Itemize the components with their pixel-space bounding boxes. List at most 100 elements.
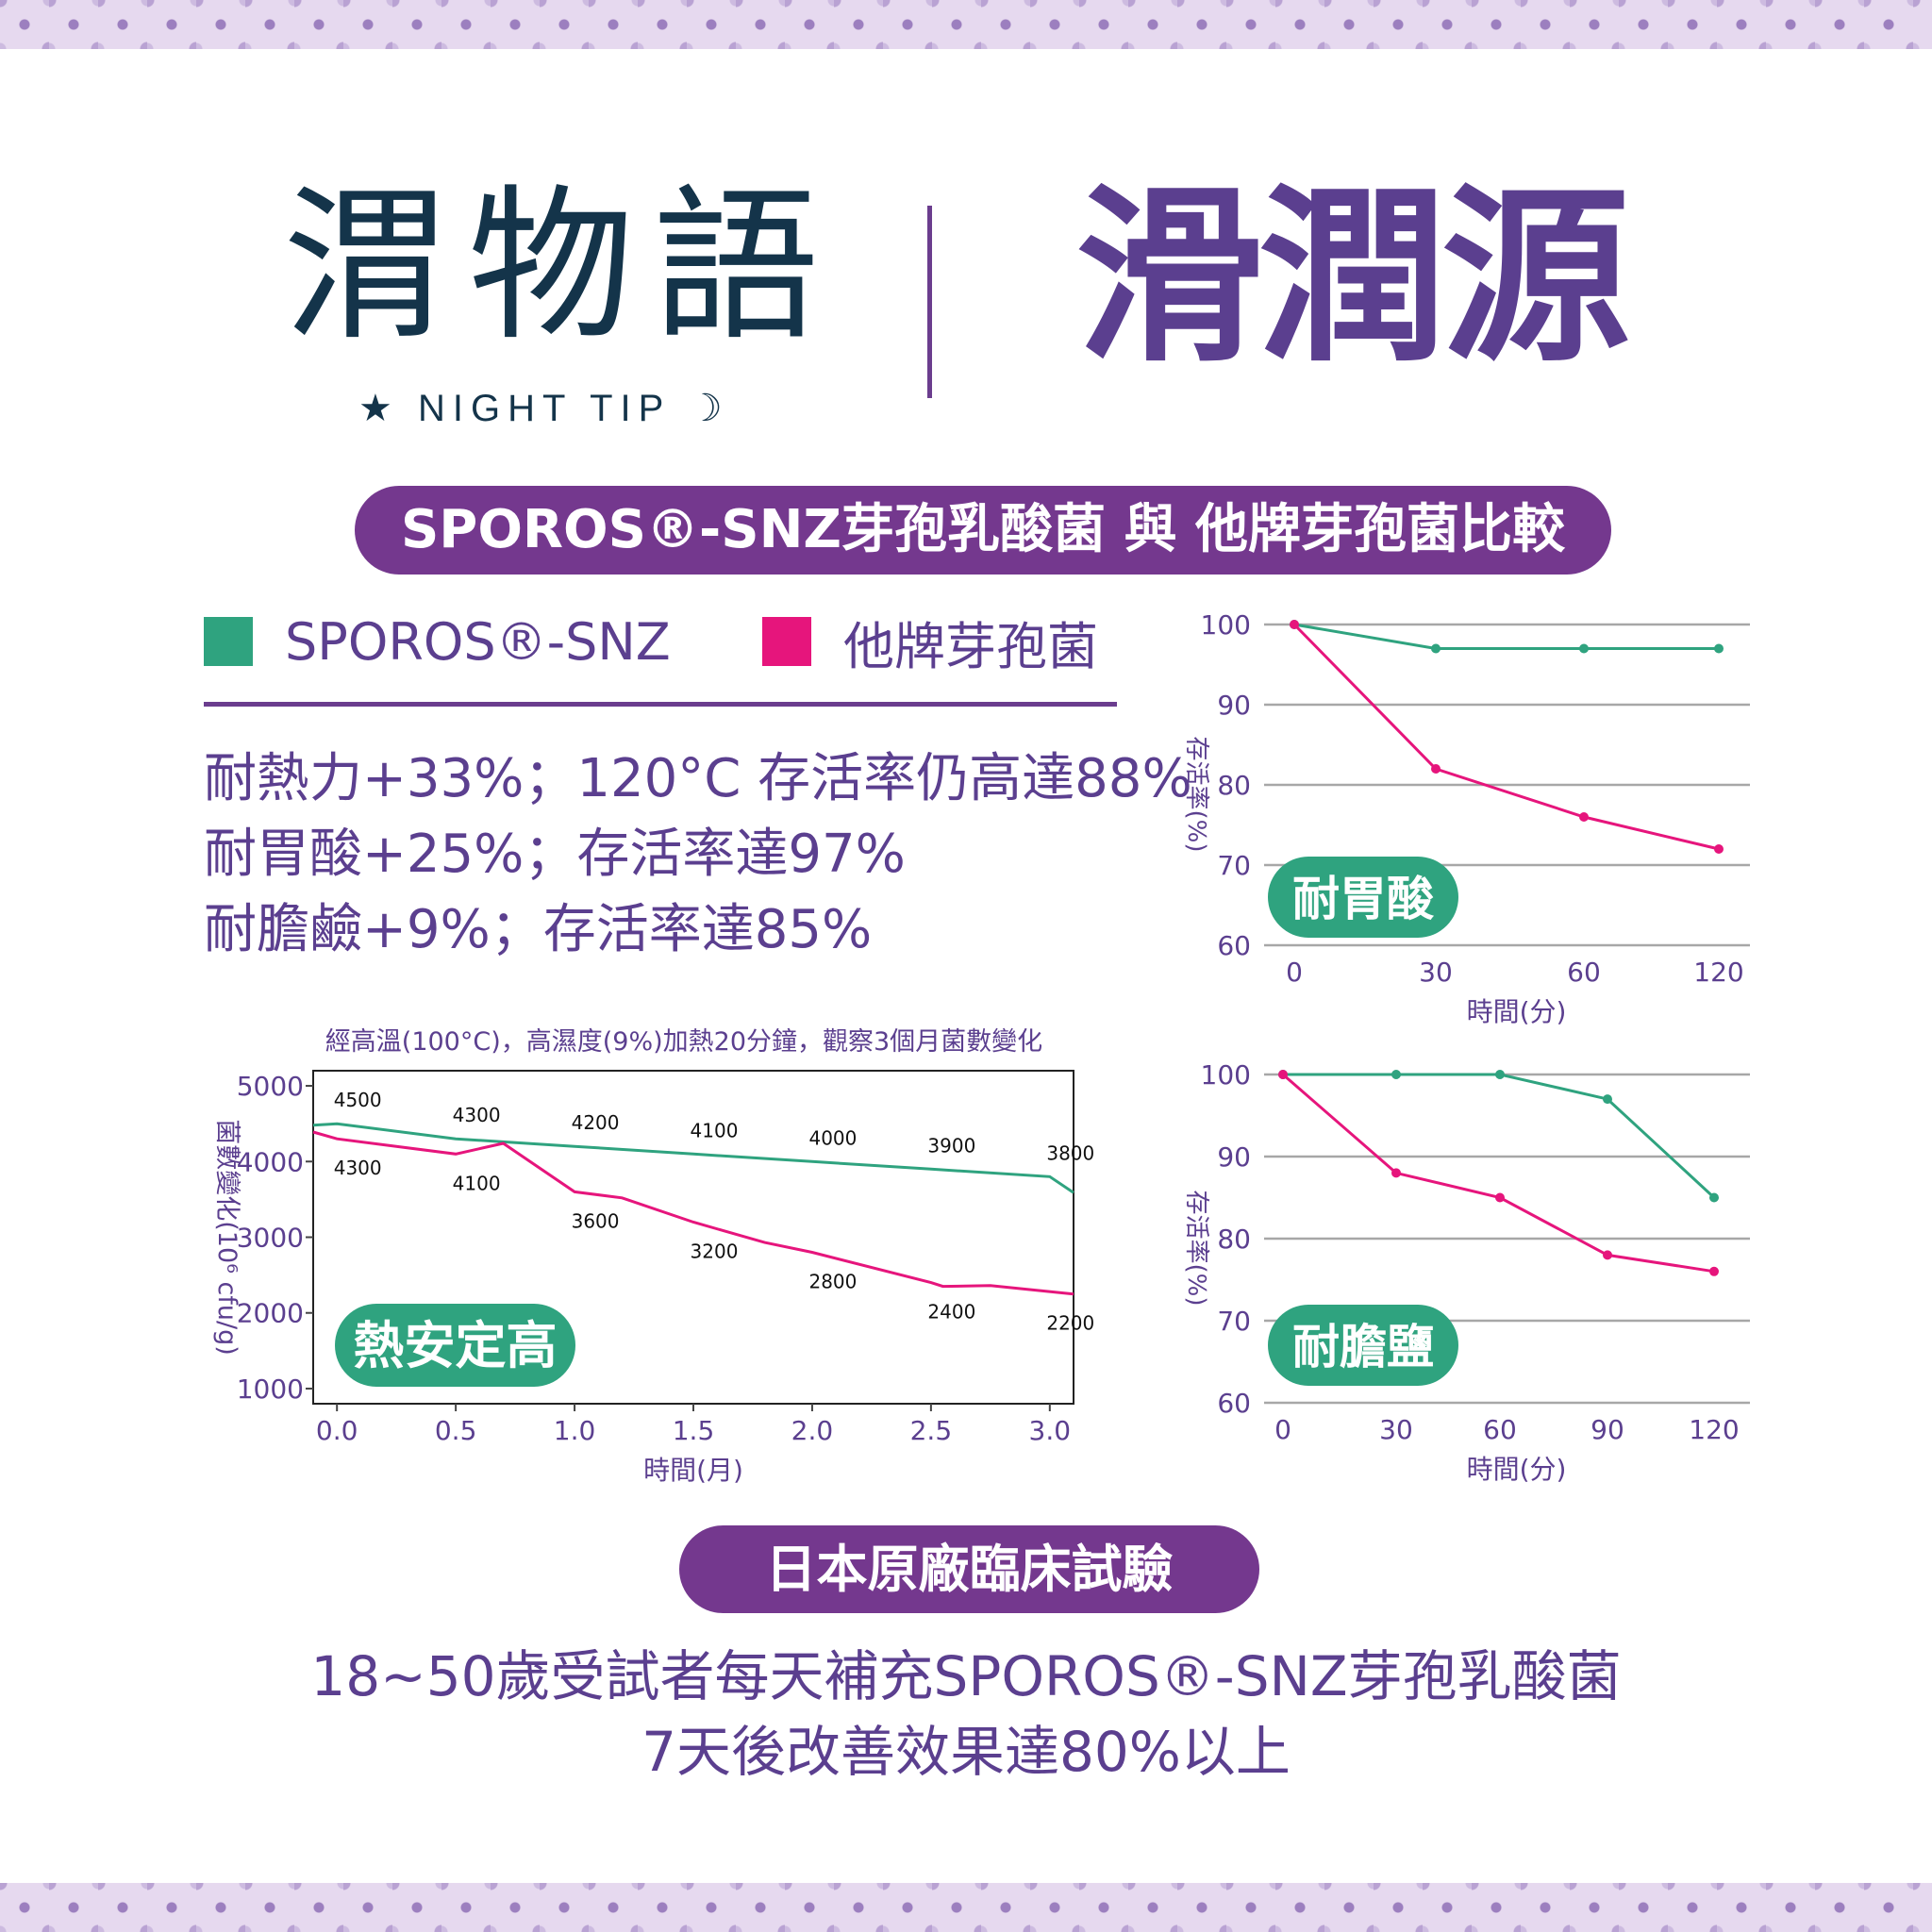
y-tick-label: 80	[1217, 770, 1251, 801]
chart-badge-text: 耐膽鹽	[1292, 1320, 1434, 1374]
data-point-other	[1278, 1070, 1288, 1079]
legend-label-snz: SPOROS®-SNZ	[285, 611, 671, 672]
x-tick-label: 60	[1567, 957, 1601, 988]
chart-title: 經高溫(100°C)，高濕度(9%)加熱20分鐘，觀察3個月菌數變化	[325, 1027, 1042, 1057]
series-line-other	[1282, 1073, 1715, 1274]
product-title: 滑潤源	[1075, 168, 1630, 388]
x-tick-label: 120	[1689, 1414, 1739, 1445]
data-point-other	[1709, 1266, 1719, 1276]
brand-divider	[927, 206, 932, 398]
y-tick-label: 90	[1217, 1141, 1251, 1173]
y-axis-label: 存活率(%)	[1182, 1191, 1210, 1307]
y-tick-label: 90	[1217, 690, 1251, 721]
x-tick-label: 30	[1419, 957, 1453, 988]
data-point-other	[1391, 1168, 1401, 1178]
chart-badge	[1268, 1305, 1458, 1386]
legend-swatch-snz	[204, 617, 253, 666]
x-tick-label: 90	[1591, 1414, 1624, 1445]
clinical-line-1: 18~50歲受試者每天補充SPOROS®-SNZ芽孢乳酸菌	[310, 1644, 1622, 1708]
data-label: 4500	[334, 1089, 382, 1111]
x-axis-label: 時間(分)	[1467, 1454, 1567, 1485]
data-label: 4200	[572, 1111, 620, 1134]
data-point-other	[1579, 812, 1589, 822]
data-label: 2400	[927, 1301, 975, 1324]
x-tick-label: 1.0	[554, 1415, 596, 1446]
data-label: 4300	[334, 1157, 382, 1179]
data-point-snz	[1709, 1192, 1719, 1203]
x-tick-label: 3.0	[1029, 1415, 1072, 1446]
x-tick-label: 0	[1274, 1414, 1291, 1445]
y-tick-label: 100	[1201, 609, 1251, 641]
data-label: 3800	[1046, 1141, 1094, 1164]
chart-badge	[335, 1304, 575, 1387]
y-tick-label: 80	[1217, 1224, 1251, 1255]
series-line-snz	[312, 1122, 1074, 1194]
x-tick-label: 2.0	[791, 1415, 834, 1446]
y-tick-label: 3000	[237, 1223, 304, 1254]
data-point-other	[1714, 844, 1724, 854]
data-label: 4300	[453, 1104, 501, 1126]
y-tick-label: 5000	[237, 1071, 304, 1102]
data-label: 4000	[808, 1126, 857, 1149]
stat-heat: 耐熱力+33%；120°C 存活率仍高達88%	[204, 748, 1192, 809]
legend-item-snz: SPOROS®-SNZ	[204, 611, 671, 672]
data-point-other	[1603, 1250, 1612, 1260]
data-point-snz	[1495, 1070, 1505, 1079]
data-point-other	[1290, 620, 1299, 629]
legend-label-other: 他牌芽孢菌	[843, 616, 1098, 676]
stat-bile: 耐膽鹼+9%；存活率達85%	[204, 899, 873, 960]
x-tick-label: 30	[1379, 1414, 1413, 1445]
data-point-snz	[1391, 1070, 1401, 1079]
x-tick-label: 0.0	[316, 1415, 358, 1446]
x-axis-label: 時間(分)	[1467, 996, 1567, 1027]
y-tick-label: 4000	[237, 1146, 304, 1177]
y-axis-label: 菌數變化(10⁶ cfu/g)	[212, 1119, 242, 1356]
stat-gastric: 耐胃酸+25%；存活率達97%	[204, 824, 906, 885]
data-label: 3900	[927, 1134, 975, 1157]
x-tick-label: 60	[1483, 1414, 1517, 1445]
chart-badge-text: 耐胃酸	[1292, 872, 1435, 926]
x-tick-label: 0	[1286, 957, 1303, 988]
data-label: 3200	[691, 1240, 739, 1262]
series-line-other	[1292, 623, 1720, 851]
data-point-other	[1495, 1192, 1505, 1203]
chart-badge	[1268, 857, 1458, 938]
x-tick-label: 1.5	[673, 1415, 715, 1446]
x-tick-label: 0.5	[435, 1415, 477, 1446]
brand-logo-name: 渭物語	[283, 170, 839, 363]
chart-badge-text: 熱安定高	[354, 1316, 558, 1375]
legend-swatch-other	[762, 617, 811, 666]
y-tick-label: 60	[1217, 930, 1251, 961]
y-tick-label: 2000	[237, 1298, 304, 1329]
y-tick-label: 100	[1201, 1059, 1251, 1091]
x-axis-label: 時間(月)	[643, 1455, 743, 1486]
data-point-snz	[1603, 1094, 1612, 1105]
series-line-other	[312, 1130, 1074, 1296]
data-point-snz	[1431, 643, 1441, 654]
y-tick-label: 1000	[237, 1374, 304, 1405]
clinical-heading: 日本原廠臨床試驗	[679, 1525, 1259, 1613]
data-label: 3600	[572, 1209, 620, 1232]
x-tick-label: 2.5	[910, 1415, 953, 1446]
y-tick-label: 60	[1217, 1388, 1251, 1419]
y-tick-label: 70	[1217, 1306, 1251, 1337]
comparison-heading: SPOROS®-SNZ芽孢乳酸菌 與 他牌芽孢菌比較	[355, 486, 1611, 575]
brand-logo-tagline: ★ NIGHT TIP ☽	[358, 388, 730, 429]
data-point-snz	[1714, 643, 1724, 654]
data-label: 2200	[1046, 1312, 1094, 1335]
legend-divider	[204, 702, 1117, 707]
y-tick-label: 70	[1217, 850, 1251, 881]
decorative-border-bottom	[0, 1883, 1932, 1932]
clinical-line-2: 7天後改善效果達80%以上	[641, 1720, 1291, 1784]
legend-item-other: 他牌芽孢菌	[762, 613, 1098, 676]
data-point-other	[1431, 764, 1441, 774]
x-tick-label: 120	[1693, 957, 1743, 988]
decorative-border-top	[0, 0, 1932, 49]
data-label: 4100	[691, 1119, 739, 1141]
data-point-snz	[1579, 643, 1589, 654]
data-label: 4100	[453, 1172, 501, 1194]
y-axis-label: 存活率(%)	[1182, 737, 1210, 853]
